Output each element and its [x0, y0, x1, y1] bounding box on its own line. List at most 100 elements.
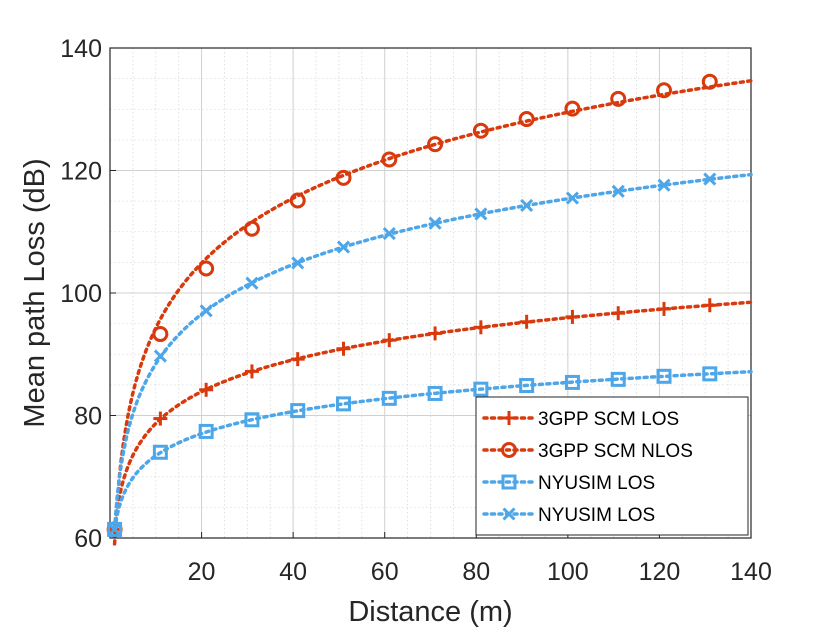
data-point	[198, 423, 214, 439]
data-point	[427, 385, 443, 401]
x-marker-b	[502, 507, 516, 521]
y-axis-ticks: 60 80 100 120 140	[60, 35, 116, 553]
x-axis-ticks: 20 40 60 80 100 120 140	[188, 532, 772, 586]
data-point	[565, 309, 580, 324]
legend-label: 3GPP SCM NLOS	[538, 441, 693, 462]
legend-marker-sample	[501, 442, 517, 458]
legend-item: NYUSIM LOS	[482, 505, 655, 526]
legend-item: 3GPP SCM NLOS	[482, 441, 693, 462]
x-marker-b	[291, 256, 305, 270]
data-point	[656, 368, 672, 384]
data-point	[107, 521, 123, 537]
data-point	[152, 326, 169, 343]
legend-label: 3GPP SCM LOS	[538, 409, 679, 430]
x-marker-b	[520, 198, 534, 212]
x-marker-b	[153, 349, 167, 363]
legend-box	[475, 396, 749, 536]
x-marker-b	[199, 304, 213, 318]
data-point	[198, 260, 215, 277]
y-tick-label: 120	[60, 158, 102, 186]
data-point	[519, 314, 534, 329]
y-tick-label: 60	[74, 525, 102, 553]
data-point	[519, 377, 535, 393]
data-point	[474, 207, 488, 221]
x-axis-label: Distance (m)	[348, 596, 512, 628]
legend: 3GPP SCM LOS 3GPP SCM NLOS NYUSIM LOS NYUSI…	[475, 396, 749, 536]
data-point	[244, 412, 260, 428]
y-tick-label: 140	[60, 35, 102, 63]
data-point	[382, 333, 397, 348]
data-point	[108, 522, 122, 536]
data-point	[610, 371, 626, 387]
data-point	[428, 326, 443, 341]
y-tick-label: 80	[74, 403, 102, 431]
x-tick-label: 120	[639, 558, 681, 586]
data-point	[473, 320, 488, 335]
x-marker-b	[336, 240, 351, 254]
data-point	[381, 151, 398, 168]
x-tick-label: 140	[730, 558, 772, 586]
x-marker-b	[657, 178, 671, 192]
data-point	[610, 90, 627, 107]
data-point	[336, 240, 351, 254]
legend-item: 3GPP SCM LOS	[482, 409, 679, 430]
data-point	[199, 304, 213, 318]
legend-marker-sample	[501, 474, 517, 490]
x-tick-label: 40	[279, 558, 307, 586]
data-point	[657, 301, 672, 316]
data-point	[336, 396, 352, 412]
data-point	[702, 298, 717, 313]
data-point	[611, 184, 625, 198]
data-point	[473, 381, 489, 397]
series-line	[112, 369, 753, 531]
data-point	[289, 192, 306, 209]
data-point	[199, 382, 214, 397]
x-marker-b	[474, 207, 488, 221]
legend-item: NYUSIM LOS	[482, 473, 655, 494]
legend-label: NYUSIM LOS	[538, 505, 655, 526]
x-tick-label: 60	[371, 558, 399, 586]
data-point	[701, 73, 718, 90]
data-point	[565, 191, 579, 205]
data-point	[290, 403, 306, 419]
data-point	[336, 341, 351, 356]
x-marker-b	[428, 216, 442, 230]
x-tick-label: 80	[462, 558, 490, 586]
series-layer	[106, 73, 753, 546]
data-point	[335, 169, 352, 186]
data-point	[657, 178, 671, 192]
data-point	[428, 216, 442, 230]
data-point	[611, 306, 626, 321]
x-marker-b	[565, 191, 579, 205]
data-point	[703, 172, 717, 186]
legend-marker-sample	[502, 411, 516, 425]
data-point	[245, 276, 259, 290]
data-point	[243, 220, 260, 237]
x-tick-label: 100	[547, 558, 589, 586]
data-point	[518, 111, 535, 128]
series-2	[106, 73, 753, 546]
data-point	[520, 198, 534, 212]
data-point	[702, 366, 718, 382]
data-point	[564, 100, 581, 117]
x-marker-b	[108, 522, 122, 536]
y-axis-label: Mean path Loss (dB)	[19, 158, 51, 427]
data-point	[564, 374, 580, 390]
series-4	[108, 172, 753, 536]
data-point	[427, 136, 444, 153]
data-point	[291, 256, 305, 270]
data-point	[382, 227, 396, 241]
data-point	[472, 122, 489, 139]
x-tick-label: 20	[188, 558, 216, 586]
x-marker-b	[245, 276, 259, 290]
legend-marker-sample	[502, 507, 516, 521]
series-3	[107, 366, 753, 537]
x-marker-b	[382, 227, 396, 241]
legend-label: NYUSIM LOS	[538, 473, 655, 494]
x-marker-b	[611, 184, 625, 198]
data-point	[290, 352, 305, 367]
data-point	[152, 444, 168, 460]
data-point	[153, 349, 167, 363]
y-tick-label: 100	[60, 280, 102, 308]
